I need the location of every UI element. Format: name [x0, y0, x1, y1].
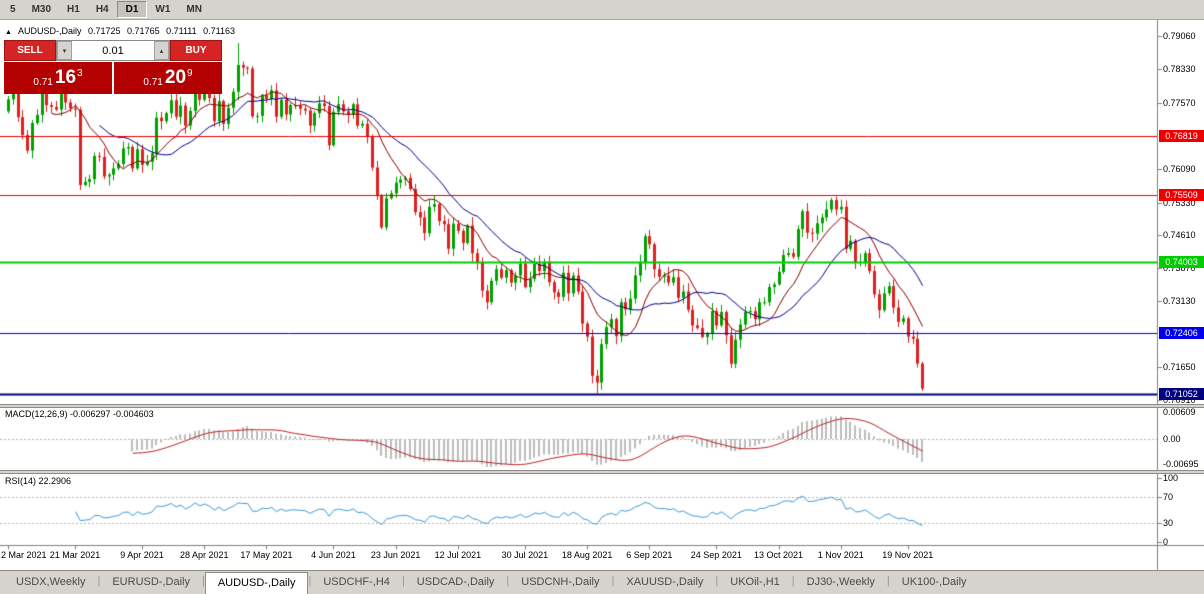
price-axis-tick: 0.74610: [1163, 229, 1196, 240]
price-axis-tick: 0.70910: [1163, 394, 1196, 405]
price-axis-tick: 0.76090: [1163, 163, 1196, 174]
price-axis-tick: 0.79060: [1163, 31, 1196, 42]
price-axis-tick: 0.77570: [1163, 97, 1196, 108]
time-axis[interactable]: 2 Mar 2021 21 Mar 2021 9 Apr 2021 28 Apr 20…: [0, 546, 1158, 570]
sell-price-base: 0.71: [33, 76, 53, 88]
time-axis-label: 24 Sep 2021: [690, 550, 742, 560]
price-axis-tick: 0.71650: [1163, 361, 1196, 372]
sell-button[interactable]: SELL: [4, 40, 56, 61]
chart-tab-usdchf-h4[interactable]: USDCHF-,H4: [323, 576, 390, 588]
rsi-axis-tick: 0: [1163, 537, 1169, 547]
chart-tab-xauusd-daily[interactable]: XAUUSD-,Daily: [626, 576, 704, 588]
time-axis-label: 19 Nov 2021: [882, 550, 934, 560]
time-axis-label: 4 Jun 2021: [311, 550, 356, 560]
rsi-indicator-label: RSI(14) 22.2906: [5, 476, 72, 486]
chart-tabbar: USDX,Weekly | EURUSD-,Daily | AUDUSD-,Daily |…: [0, 570, 1204, 594]
trade-buttons-row: SELL ▾ ▴ BUY: [4, 40, 222, 61]
price-line-badge: 0.75509: [1159, 188, 1204, 201]
sell-price-pips: 16: [54, 67, 77, 88]
tab-separator: |: [97, 575, 101, 587]
rsi-axis-tick: 30: [1163, 517, 1174, 528]
chart-tab-usdcad-daily[interactable]: USDCAD-,Daily: [416, 576, 495, 588]
timeframe-button-H4[interactable]: H4: [95, 4, 109, 15]
time-axis-label: 6 Sep 2021: [626, 550, 673, 560]
rsi-axis-tick: 100: [1163, 473, 1179, 483]
volume-decrease-button[interactable]: ▾: [57, 41, 72, 60]
time-axis-label: 21 Mar 2021: [49, 550, 101, 560]
chart-tab-uk100-daily[interactable]: UK100-,Daily: [901, 576, 967, 588]
ohlc-low: 0.71111: [166, 26, 197, 36]
ohlc-high: 0.71765: [127, 26, 160, 36]
time-axis-label: 9 Apr 2021: [120, 550, 164, 560]
pane-separator-rsi[interactable]: [0, 470, 1204, 474]
timeframe-button-5[interactable]: 5: [10, 4, 16, 15]
chart-tab-eurusd-daily[interactable]: EURUSD-,Daily: [112, 576, 190, 588]
chart-tab-usdx-weekly[interactable]: USDX,Weekly: [16, 576, 86, 588]
timeframe-button-MN[interactable]: MN: [186, 4, 202, 15]
buy-price-point: 9: [187, 68, 193, 79]
ohlc-open: 0.71725: [87, 26, 121, 36]
time-axis-label: 30 Jul 2021: [501, 550, 549, 560]
timeframe-button-M30[interactable]: M30: [31, 4, 52, 15]
volume-increase-button[interactable]: ▴: [154, 41, 169, 60]
rsi-axis-tick: 70: [1163, 492, 1174, 503]
price-axis-tick: 0.78330: [1163, 64, 1196, 75]
price-line-badge: 0.72406: [1159, 327, 1204, 340]
timeframe-button-H1[interactable]: H1: [67, 4, 80, 15]
time-axis-label: 2 Mar 2021: [1, 550, 47, 560]
timeframe-button-D1[interactable]: D1: [116, 1, 148, 18]
tab-separator: |: [715, 575, 719, 587]
macd-axis-tick: 0.00: [1163, 434, 1181, 444]
chart-tab-dj30-weekly[interactable]: DJ30-,Weekly: [806, 576, 875, 588]
time-axis-label: 28 Apr 2021: [179, 550, 229, 560]
chart-tab-ukoil-h1[interactable]: UKOil-,H1: [730, 576, 780, 588]
timeframe-toolbar: 5 M30 H1 H4 D1 W1 MN: [0, 0, 1204, 20]
chart-symbol-period: AUDUSD-,Daily: [17, 26, 82, 36]
ohlc-close: 0.71163: [203, 26, 236, 36]
macd-indicator-label: MACD(12,26,9) -0.006297 -0.004603: [5, 409, 154, 419]
sell-price-display[interactable]: 0.71 16 3: [4, 62, 112, 94]
volume-control: ▾ ▴: [56, 40, 170, 61]
tab-separator: |: [308, 575, 312, 587]
volume-input[interactable]: [72, 41, 154, 60]
macd-axis-tick: 0.00609: [1163, 407, 1196, 417]
chart-ohlc-header: ▲ AUDUSD-,Daily 0.71725 0.71765 0.71111 …: [5, 26, 239, 36]
price-line-badge: 0.76819: [1159, 130, 1204, 143]
pane-separator-macd[interactable]: [0, 404, 1204, 408]
sell-price-point: 3: [77, 68, 83, 79]
buy-price-display[interactable]: 0.71 20 9: [114, 62, 222, 94]
timeframe-button-W1[interactable]: W1: [155, 4, 171, 15]
time-axis-label: 18 Aug 2021: [561, 550, 613, 560]
buy-button[interactable]: BUY: [170, 40, 222, 61]
price-axis-tick: 0.73130: [1163, 295, 1196, 306]
price-line-badge: 0.71052: [1159, 387, 1204, 400]
tab-separator: |: [506, 575, 510, 587]
time-axis-label: 13 Oct 2021: [754, 550, 804, 560]
tab-separator: |: [201, 575, 205, 587]
macd-axis-tick: -0.00695: [1163, 459, 1199, 469]
symbol-marker-icon: ▲: [5, 29, 12, 36]
buy-price-base: 0.71: [143, 76, 163, 88]
price-axis-tick: 0.75330: [1163, 197, 1196, 208]
price-line-badge: 0.74003: [1159, 255, 1204, 268]
tab-separator: |: [791, 575, 795, 587]
tab-separator: |: [611, 575, 615, 587]
time-axis-label: 23 Jun 2021: [370, 550, 421, 560]
tab-separator: |: [886, 575, 890, 587]
time-axis-label: 1 Nov 2021: [817, 550, 864, 560]
chart-tab-usdcnh-daily[interactable]: USDCNH-,Daily: [521, 576, 600, 588]
time-axis-label: 17 May 2021: [240, 550, 293, 560]
trade-prices-row: 0.71 16 3 0.71 20 9: [4, 62, 222, 94]
time-axis-label: 12 Jul 2021: [434, 550, 482, 560]
chart-tab-audusd-daily[interactable]: AUDUSD-,Daily: [204, 572, 309, 594]
buy-price-pips: 20: [164, 67, 187, 88]
price-axis[interactable]: 0.79060 0.78330 0.77570 0.76090 0.75330 0.746…: [1158, 20, 1204, 570]
tab-separator: |: [401, 575, 405, 587]
